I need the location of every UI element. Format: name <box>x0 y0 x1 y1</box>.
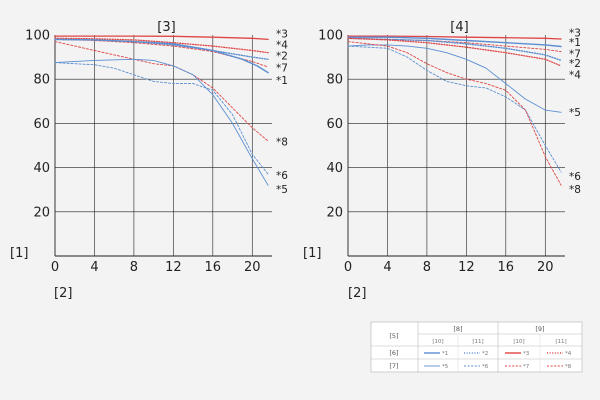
series-end-label: *4 <box>276 39 288 51</box>
chart-title: [3] <box>157 20 175 35</box>
y-tick-label: 40 <box>33 161 50 176</box>
series-end-label: *8 <box>276 137 288 149</box>
series-end-label: *4 <box>569 69 581 81</box>
legend-group-header: [8] <box>453 325 462 333</box>
series-line-star8 <box>54 41 269 142</box>
series-end-label: *7 <box>569 48 581 60</box>
legend-entry: *6 <box>482 364 489 370</box>
series-line-star1 <box>54 38 269 74</box>
chart-panel-2: [4] 0 4 8 12 16 20 20 40 60 80 100 *3*1*7*2*4 *5 *6*8 <box>318 20 581 275</box>
x-tick-label: 4 <box>90 260 98 275</box>
series-line-star6 <box>347 45 562 173</box>
x-tick-label: 20 <box>244 260 261 275</box>
legend-entry: *2 <box>482 351 488 357</box>
legend-entry: *5 <box>442 364 449 370</box>
x-tick-label: 8 <box>423 260 431 275</box>
series-line-star8 <box>347 41 562 186</box>
y-tick-label: 40 <box>326 161 343 176</box>
x-tick-label: 0 <box>344 260 352 275</box>
legend-table: [5] [8] [9] [10] [11] [10] [11] [6] [7] … <box>370 321 583 373</box>
chart-panel-1: [3] 0 4 8 12 16 20 20 40 60 80 100 *3*4*2*7*1 *8 *6 *5 <box>25 20 288 275</box>
legend-row-label: [6] <box>389 349 398 357</box>
series-line-star4 <box>347 37 562 67</box>
x-tick-label: 0 <box>51 260 59 275</box>
legend-entry: *3 <box>523 351 530 357</box>
legend-entry: *4 <box>565 351 572 357</box>
y-axis-mark-right: [1] <box>303 246 321 261</box>
legend-sub-header: [10] <box>432 339 443 345</box>
y-tick-label: 20 <box>326 205 343 220</box>
y-tick-label: 100 <box>25 29 50 44</box>
legend-sub-header: [11] <box>555 339 566 345</box>
series-end-label: *6 <box>569 171 581 183</box>
legend-sub-header: [10] <box>513 339 524 345</box>
series-line-star5 <box>347 44 562 113</box>
chart-title: [4] <box>450 20 468 35</box>
legend-frame <box>370 321 583 373</box>
series-end-label: *8 <box>569 184 581 196</box>
x-tick-label: 4 <box>383 260 391 275</box>
x-tick-label: 8 <box>130 260 138 275</box>
series-end-label: *3 <box>276 28 288 40</box>
x-tick-label: 12 <box>458 260 475 275</box>
y-tick-label: 100 <box>318 29 343 44</box>
y-tick-label: 80 <box>326 73 343 88</box>
x-axis-mark-left: [2] <box>54 286 72 301</box>
x-tick-label: 16 <box>205 260 222 275</box>
x-tick-label: 12 <box>165 260 182 275</box>
series-end-label: *5 <box>569 107 581 119</box>
x-axis-mark-right: [2] <box>348 286 366 301</box>
series-line-star3 <box>347 35 562 40</box>
series-line-star7 <box>54 38 269 68</box>
x-tick-label: 16 <box>498 260 515 275</box>
series-line-star3 <box>54 35 269 41</box>
y-tick-label: 80 <box>33 73 50 88</box>
series-end-label: *3 <box>569 27 581 39</box>
legend-entry: *7 <box>523 364 530 370</box>
series-line-star5 <box>54 58 269 186</box>
series-end-label: *1 <box>276 75 288 87</box>
series-end-label: *7 <box>276 63 288 75</box>
series-line-star1 <box>347 36 562 48</box>
series-end-label: *2 <box>569 58 581 70</box>
series-end-label: *2 <box>276 50 288 62</box>
series-end-label: *1 <box>569 37 581 49</box>
y-tick-label: 60 <box>326 117 343 132</box>
y-axis-mark-left: [1] <box>10 246 28 261</box>
legend-row-label: [7] <box>389 362 398 370</box>
series-line-star6 <box>54 62 269 175</box>
series-end-label: *6 <box>276 170 288 182</box>
legend-entry: *1 <box>442 351 448 357</box>
legend-sub-header: [11] <box>472 339 483 345</box>
series-line-star4 <box>54 37 269 54</box>
y-tick-label: 20 <box>33 205 50 220</box>
y-tick-label: 60 <box>33 117 50 132</box>
x-tick-label: 20 <box>537 260 554 275</box>
legend-group-header: [9] <box>535 325 544 333</box>
series-line-star7 <box>347 37 562 53</box>
legend-entry: *8 <box>565 364 572 370</box>
legend-row-header: [5] <box>389 332 398 340</box>
series-end-label: *5 <box>276 184 288 196</box>
